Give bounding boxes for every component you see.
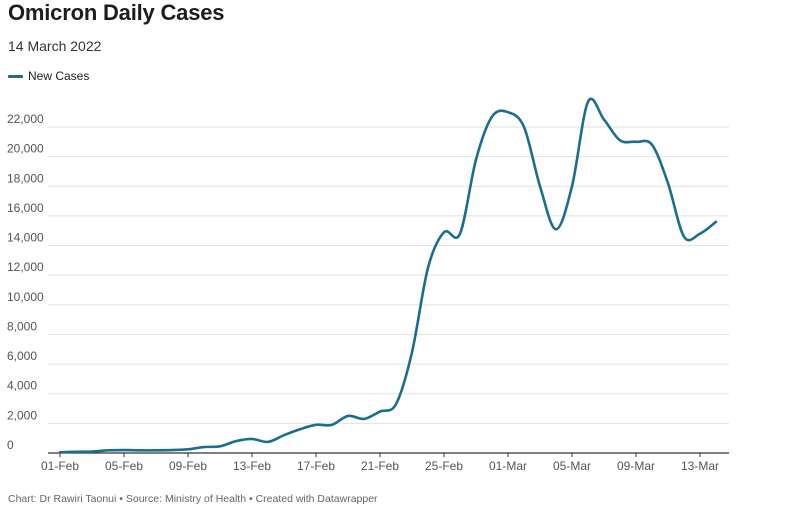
y-tick-label: 18,000 xyxy=(7,171,44,185)
y-tick-label: 10,000 xyxy=(7,290,44,304)
y-axis: 0 2,000 4,000 6,000 8,000 10,000 12,000 14,000 1… xyxy=(7,112,44,452)
y-tick-label: 2,000 xyxy=(7,408,37,422)
legend-label: New Cases xyxy=(28,69,90,83)
x-tick-label: 13-Mar xyxy=(681,459,719,473)
y-tick-label: 6,000 xyxy=(7,349,37,363)
y-tick-label: 0 xyxy=(7,438,14,452)
chart-title: Omicron Daily Cases xyxy=(8,0,225,25)
y-tick-label: 14,000 xyxy=(7,231,44,245)
x-tick-label: 21-Feb xyxy=(361,459,399,473)
x-tick-label: 01-Feb xyxy=(41,459,79,473)
x-tick-label: 05-Mar xyxy=(553,459,591,473)
y-tick-label: 4,000 xyxy=(7,379,37,393)
x-tick-label: 09-Mar xyxy=(617,459,655,473)
x-tick-label: 17-Feb xyxy=(297,459,335,473)
x-tick-label: 09-Feb xyxy=(169,459,207,473)
chart-footer: Chart: Dr Rawiri Taonui • Source: Minist… xyxy=(8,493,378,505)
x-axis: 01-Feb 05-Feb 09-Feb 13-Feb 17-Feb 21-Feb 25-F… xyxy=(41,453,719,473)
line-chart: 0 2,000 4,000 6,000 8,000 10,000 12,000 14,000 1… xyxy=(7,97,729,473)
y-tick-label: 12,000 xyxy=(7,260,44,274)
chart-subtitle: 14 March 2022 xyxy=(8,38,102,54)
y-tick-label: 16,000 xyxy=(7,201,44,215)
x-tick-label: 13-Feb xyxy=(233,459,271,473)
x-tick-label: 01-Mar xyxy=(489,459,527,473)
grid-layer xyxy=(48,126,729,454)
legend-swatch xyxy=(8,74,23,78)
x-tick-label: 05-Feb xyxy=(105,459,143,473)
legend: New Cases xyxy=(8,69,89,83)
y-tick-label: 8,000 xyxy=(7,319,37,333)
y-tick-label: 20,000 xyxy=(7,142,44,156)
x-tick-label: 25-Feb xyxy=(425,459,463,473)
y-tick-label: 22,000 xyxy=(7,112,44,126)
series-line-new-cases xyxy=(58,97,718,454)
